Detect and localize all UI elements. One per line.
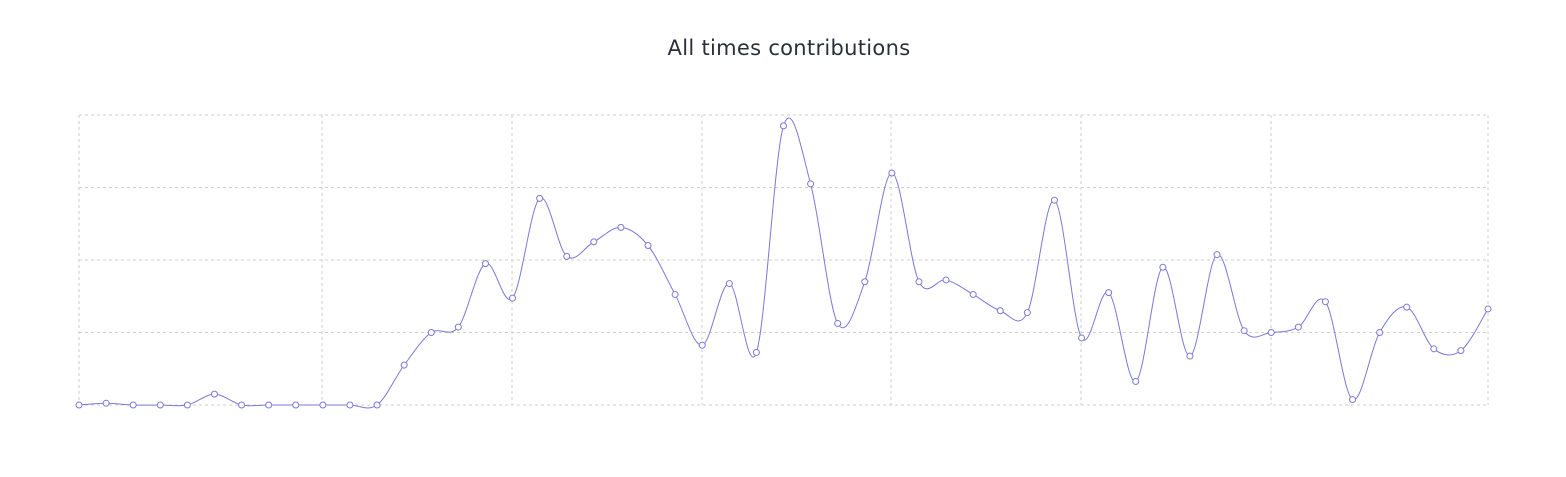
data-point[interactable] (617, 223, 625, 231)
data-point[interactable] (1430, 345, 1438, 353)
data-point[interactable] (942, 276, 950, 284)
data-point[interactable] (1105, 289, 1113, 297)
data-point[interactable] (725, 280, 733, 288)
data-point[interactable] (1376, 329, 1384, 336)
chart-title: All times contributions (667, 36, 911, 60)
data-point[interactable] (1023, 309, 1031, 317)
data-point[interactable] (996, 307, 1004, 315)
data-point[interactable] (1267, 329, 1275, 336)
data-point[interactable] (698, 341, 706, 349)
data-point[interactable] (1403, 303, 1411, 311)
data-point[interactable] (563, 252, 571, 260)
data-point[interactable] (1321, 298, 1329, 306)
data-point[interactable] (400, 361, 408, 369)
data-point[interactable] (536, 194, 544, 202)
series-line (78, 117, 1489, 409)
data-point[interactable] (1484, 305, 1492, 313)
data-point[interactable] (834, 319, 842, 327)
data-point[interactable] (481, 260, 489, 268)
data-point[interactable] (1349, 396, 1357, 404)
data-point[interactable] (427, 329, 435, 336)
data-point[interactable] (1132, 377, 1140, 385)
data-points (75, 122, 1492, 409)
data-point[interactable] (861, 278, 869, 286)
data-point[interactable] (1159, 263, 1167, 271)
data-point[interactable] (915, 278, 923, 286)
data-point[interactable] (1457, 347, 1465, 355)
data-point[interactable] (75, 401, 83, 409)
data-point[interactable] (509, 294, 517, 302)
data-point[interactable] (129, 401, 137, 409)
data-point[interactable] (752, 348, 760, 356)
data-point[interactable] (780, 122, 787, 130)
data-point[interactable] (807, 180, 815, 188)
data-point[interactable] (346, 401, 354, 409)
data-point[interactable] (156, 401, 164, 409)
data-point[interactable] (265, 401, 273, 409)
data-point[interactable] (1050, 196, 1058, 204)
data-point[interactable] (210, 390, 218, 398)
data-point[interactable] (1213, 251, 1221, 259)
data-point[interactable] (1186, 352, 1194, 360)
data-point[interactable] (888, 169, 896, 177)
data-point[interactable] (183, 401, 191, 409)
data-point[interactable] (969, 290, 977, 298)
data-point[interactable] (644, 242, 652, 249)
data-point[interactable] (1294, 323, 1302, 331)
data-point[interactable] (1240, 327, 1248, 335)
data-point[interactable] (671, 290, 679, 298)
data-point[interactable] (319, 401, 327, 409)
data-point[interactable] (373, 401, 381, 409)
data-point[interactable] (590, 238, 598, 246)
data-point[interactable] (238, 401, 246, 409)
data-point[interactable] (292, 401, 300, 409)
data-point[interactable] (102, 399, 110, 407)
data-point[interactable] (454, 323, 462, 331)
data-point[interactable] (1078, 334, 1086, 342)
chart-grid (78, 114, 1489, 406)
